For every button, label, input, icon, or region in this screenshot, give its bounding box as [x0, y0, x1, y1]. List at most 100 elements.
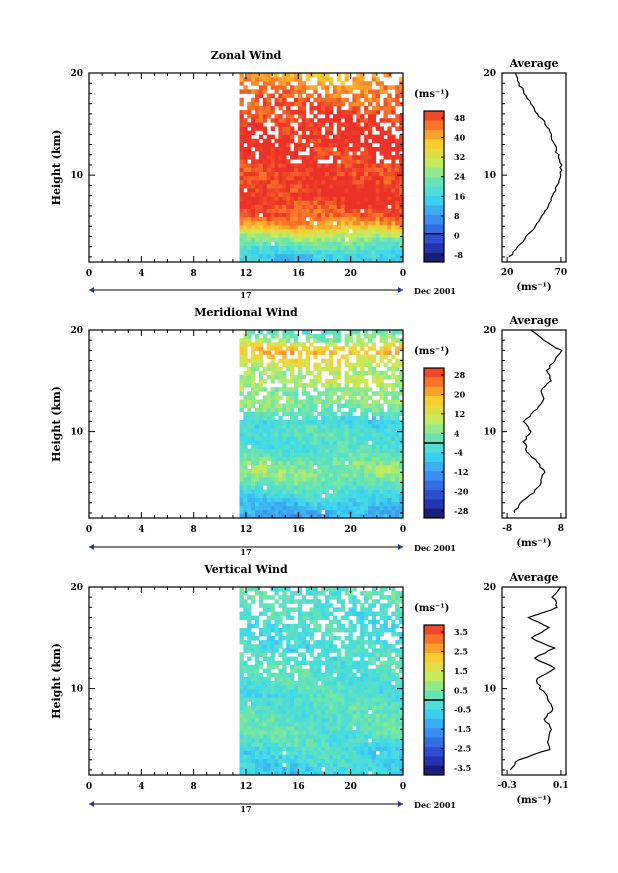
heatmap-cell: [282, 676, 287, 682]
heatmap-cell: [344, 742, 349, 747]
heatmap-cell: [329, 656, 334, 661]
heatmap-cell: [266, 196, 271, 201]
heatmap-cell: [255, 701, 260, 706]
heatmap-cell: [387, 208, 392, 214]
heatmap-cell: [286, 644, 291, 649]
heatmap-cell: [313, 399, 318, 404]
heatmap-cell: [294, 245, 299, 251]
heatmap-cell: [294, 664, 299, 670]
heatmap-cell: [243, 346, 248, 351]
heatmap-cell: [321, 713, 326, 719]
heatmap-cell: [344, 627, 349, 633]
heatmap-cell: [278, 101, 283, 107]
heatmap-cell: [383, 101, 388, 107]
heatmap-cell: [274, 513, 279, 519]
heatmap-cell: [344, 452, 349, 458]
heatmap-cell: [356, 163, 361, 168]
heatmap-cell: [255, 615, 260, 621]
heatmap-cell: [251, 766, 256, 772]
heatmap-cell: [391, 159, 396, 164]
heatmap-cell: [340, 644, 345, 649]
heatmap-cell: [251, 346, 256, 351]
heatmap-cell: [262, 726, 268, 731]
heatmap-cell: [344, 200, 349, 205]
heatmap-cell: [305, 464, 310, 470]
heatmap-cell: [255, 489, 260, 494]
heatmap-cell: [329, 681, 334, 686]
heatmap-cell: [305, 171, 310, 177]
heatmap-cell: [356, 611, 361, 616]
heatmap-cell: [294, 477, 299, 482]
heatmap-cell: [336, 362, 342, 368]
heatmap-cell: [278, 175, 283, 181]
heatmap-cell: [325, 513, 330, 519]
heatmap-cell: [309, 85, 314, 90]
heatmap-cell: [344, 440, 349, 445]
heatmap-cell: [364, 330, 369, 335]
heatmap-cell: [348, 415, 353, 421]
heatmap-cell: [270, 432, 275, 437]
heatmap-cell: [348, 204, 353, 209]
heatmap-cell: [391, 436, 396, 441]
heatmap-cell: [278, 375, 283, 380]
heatmap-cell: [387, 85, 392, 90]
heatmap-cell: [278, 370, 283, 376]
heatmap-cell: [387, 225, 392, 230]
heatmap-cell: [258, 648, 264, 653]
heatmap-cell: [286, 114, 291, 119]
heatmap-cell: [371, 167, 377, 172]
heatmap-cell: [301, 415, 307, 421]
heatmap-cell: [274, 370, 279, 376]
heatmap-cell: [266, 399, 271, 404]
heatmap-cell: [352, 342, 357, 347]
heatmap-cell: [286, 122, 291, 127]
heatmap-cell: [301, 611, 307, 616]
heatmap-cell: [297, 85, 303, 90]
heatmap-cell: [379, 481, 384, 486]
heatmap-cell: [332, 509, 338, 515]
heatmap-cell: [251, 444, 256, 449]
heatmap-cell: [305, 126, 310, 131]
heatmap-cell: [255, 126, 260, 131]
y-tick-label: 10: [70, 428, 83, 438]
heatmap-cell: [270, 399, 275, 404]
heatmap-cell: [344, 171, 349, 177]
heatmap-cell: [340, 253, 345, 259]
heatmap-cell: [297, 766, 303, 772]
heatmap-cell: [270, 245, 275, 251]
heatmap-cell: [305, 208, 310, 214]
heatmap-cell: [340, 237, 345, 242]
heatmap-cell: [239, 200, 244, 205]
heatmap-cell: [297, 175, 303, 181]
heatmap-cell: [251, 350, 256, 355]
heatmap-cell: [247, 134, 252, 140]
heatmap-cell: [309, 208, 314, 214]
heatmap-cell: [282, 611, 287, 616]
heatmap-cell: [301, 754, 307, 760]
heatmap-cell: [313, 619, 318, 625]
heatmap-cell: [395, 175, 400, 181]
heatmap-cell: [274, 436, 279, 441]
heatmap-cell: [290, 134, 295, 140]
heatmap-cell: [368, 432, 373, 437]
heatmap-cell: [340, 664, 345, 670]
heatmap-cell: [305, 448, 310, 453]
heatmap-cell: [329, 464, 334, 470]
heatmap-cell: [387, 497, 392, 503]
heatmap-cell: [251, 118, 256, 123]
heatmap-cell: [356, 750, 361, 755]
heatmap-cell: [262, 734, 268, 739]
heatmap-cell: [329, 693, 334, 698]
heatmap-cell: [356, 208, 361, 214]
heatmap-cell: [340, 436, 345, 441]
heatmap-cell: [317, 505, 322, 511]
heatmap-cell: [399, 428, 404, 433]
heatmap-cell: [274, 501, 279, 507]
heatmap-cell: [286, 762, 291, 768]
heatmap-cell: [395, 225, 400, 230]
heatmap-cell: [270, 693, 275, 698]
heatmap-cell: [364, 481, 369, 486]
heatmap-cell: [325, 738, 330, 743]
heatmap-cell: [278, 668, 283, 674]
heatmap-cell: [368, 464, 373, 470]
